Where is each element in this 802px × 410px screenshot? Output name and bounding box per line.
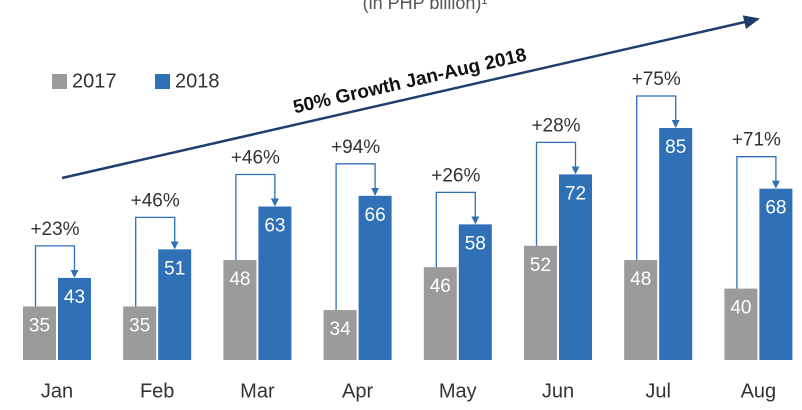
data-label: 52 xyxy=(530,255,551,276)
x-tick-label: Jun xyxy=(542,380,574,402)
bar xyxy=(323,310,357,360)
growth-bracket xyxy=(435,191,480,268)
bar xyxy=(258,206,292,360)
data-label: 85 xyxy=(665,137,686,158)
data-label: 40 xyxy=(730,298,751,319)
bar xyxy=(123,306,157,360)
x-tick-label: Mar xyxy=(240,380,275,402)
data-label: 35 xyxy=(29,315,50,336)
bar xyxy=(559,174,592,360)
data-label: 68 xyxy=(765,198,786,219)
data-label: 72 xyxy=(565,183,586,204)
growth-bracket xyxy=(335,163,380,311)
bar xyxy=(358,195,392,360)
x-tick-label: Jul xyxy=(645,380,671,402)
bar xyxy=(223,260,257,360)
bar xyxy=(659,128,693,360)
growth-bracket xyxy=(736,156,780,289)
data-label: 35 xyxy=(129,315,150,336)
growth-bracket xyxy=(535,141,580,246)
x-tick-label: Feb xyxy=(140,380,174,402)
x-tick-label: Aug xyxy=(741,380,777,402)
legend-swatch xyxy=(52,74,67,89)
x-tick-label: Apr xyxy=(342,380,373,402)
bar xyxy=(58,277,91,360)
bar xyxy=(458,224,492,360)
data-label: 63 xyxy=(264,216,285,237)
subtitle: (in PHP billion)¹ xyxy=(363,0,488,13)
bar xyxy=(23,306,56,360)
growth-bracket xyxy=(235,173,279,261)
data-label: 58 xyxy=(465,233,486,254)
bar xyxy=(423,267,457,360)
x-tick-label: May xyxy=(439,380,477,402)
growth-bracket xyxy=(135,216,179,307)
bar xyxy=(759,188,793,360)
growth-label: +26% xyxy=(431,165,480,186)
growth-label: +46% xyxy=(231,148,280,169)
data-label: 48 xyxy=(229,269,250,290)
growth-arrow xyxy=(61,15,760,180)
growth-label: +71% xyxy=(732,130,781,151)
data-label: 48 xyxy=(630,269,651,290)
growth-label: +94% xyxy=(331,137,380,158)
data-label: 43 xyxy=(64,287,85,308)
legend-swatch xyxy=(155,74,170,89)
bar xyxy=(524,245,557,360)
data-label: 51 xyxy=(164,258,185,279)
growth-label: +28% xyxy=(531,115,580,136)
growth-label: +46% xyxy=(131,190,180,211)
bar xyxy=(624,260,658,360)
growth-label: +23% xyxy=(30,219,79,240)
legend-label: 2018 xyxy=(175,70,220,92)
growth-label: +75% xyxy=(632,69,681,90)
data-label: 66 xyxy=(365,205,386,226)
bar xyxy=(724,288,758,360)
data-label: 34 xyxy=(330,319,352,340)
bar xyxy=(158,249,192,360)
growth-bracket xyxy=(636,95,680,261)
growth-bracket xyxy=(34,245,79,307)
x-tick-label: Jan xyxy=(41,380,73,402)
growth-annotation: 50% Growth Jan-Aug 2018 xyxy=(291,45,528,119)
legend-label: 2017 xyxy=(72,70,117,92)
data-label: 46 xyxy=(430,276,451,297)
